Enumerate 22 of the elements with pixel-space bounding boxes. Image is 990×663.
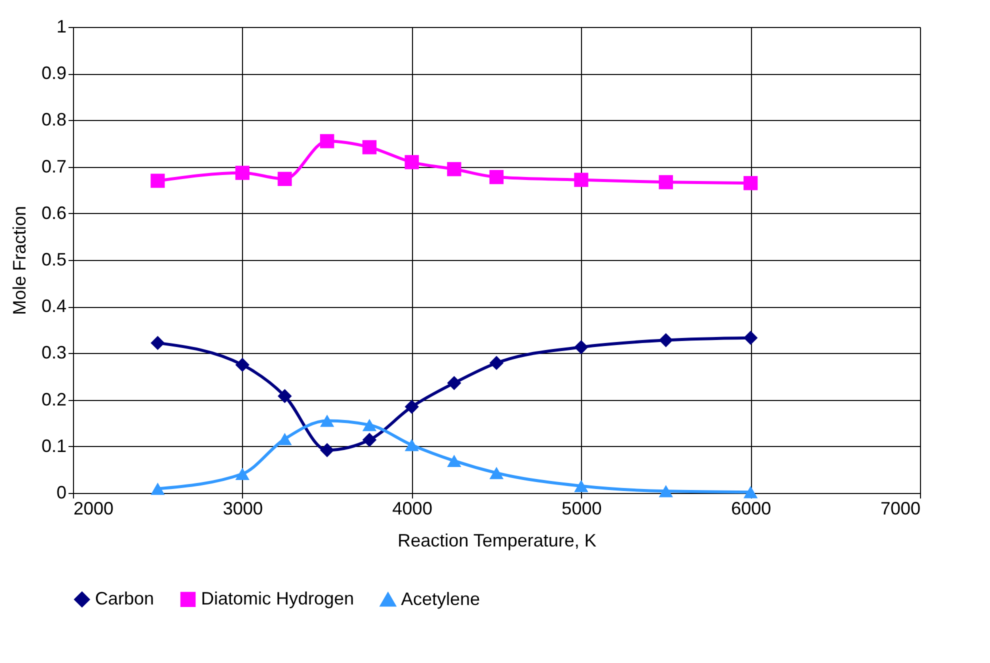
x-axis-title: Reaction Temperature, K (398, 530, 596, 550)
x-tick-label: 7000 (880, 498, 920, 518)
x-tick-label: 2000 (74, 498, 114, 518)
y-tick-label: 0.2 (41, 389, 66, 410)
legend-label: Diatomic Hydrogen (201, 588, 354, 608)
y-tick-label: 0.4 (41, 296, 66, 316)
x-tick-label: 5000 (562, 498, 602, 518)
x-tick-label: 3000 (222, 498, 263, 518)
legend-label: Acetylene (401, 588, 480, 609)
y-tick-label: 0.1 (41, 436, 66, 456)
x-tick-label: 6000 (731, 498, 772, 518)
y-tick-label: 0.3 (41, 342, 66, 363)
y-tick-label: 0.8 (41, 110, 66, 130)
x-tick-label: 4000 (392, 498, 432, 518)
legend-label: Carbon (95, 588, 154, 608)
y-tick-label: 0.5 (41, 250, 66, 270)
y-tick-label: 0.7 (41, 156, 66, 176)
y-axis-title: Mole Fraction (9, 206, 30, 316)
y-tick-label: 0.9 (41, 63, 66, 84)
y-tick-label: 0 (56, 482, 66, 502)
y-tick-label: 1 (56, 16, 66, 36)
y-tick-label: 0.6 (41, 202, 66, 223)
